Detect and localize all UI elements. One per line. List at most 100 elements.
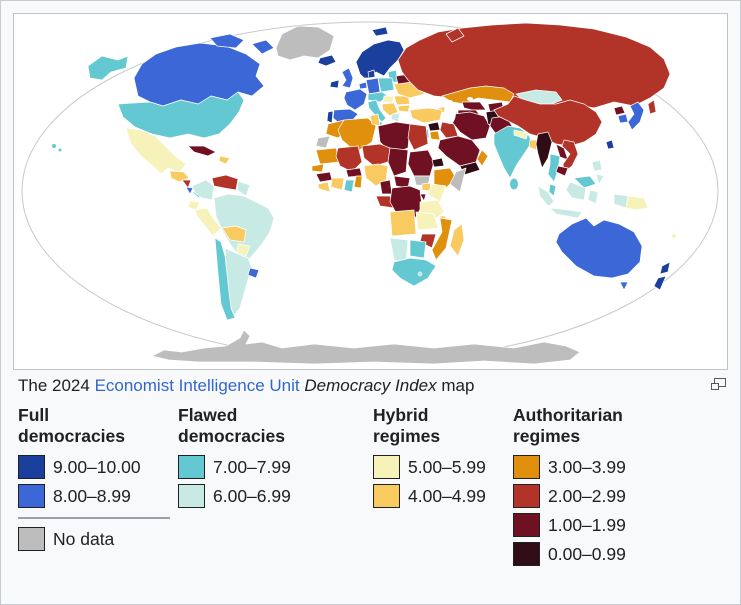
- country-colombia: [191, 179, 215, 201]
- country-myanmar: [535, 131, 553, 169]
- country-fiji: [672, 234, 676, 238]
- country-cameroon: [379, 179, 393, 195]
- color-swatch: [513, 484, 540, 508]
- legend-range: 7.00–7.99: [213, 456, 291, 477]
- country-denmark: [367, 69, 376, 79]
- caspian-sea: [444, 100, 456, 124]
- country-south-africa: [391, 257, 437, 287]
- legend-range: 0.00–0.99: [548, 543, 626, 564]
- country-indonesia-sulawesi: [587, 189, 599, 205]
- country-russia-sakhalin: [647, 99, 657, 115]
- legend-group-title: Authoritarian regimes: [513, 405, 703, 447]
- country-turkey: [409, 107, 443, 124]
- color-swatch: [18, 527, 45, 551]
- legend-group-hybrid-regimes: Hybrid regimes 5.00–5.99 4.00–4.99: [373, 405, 513, 571]
- country-malaysia-peninsula: [548, 183, 557, 197]
- country-lesotho: [417, 271, 423, 277]
- country-peru: [194, 207, 222, 237]
- caption-row: The 2024 Economist Intelligence Unit Dem…: [13, 375, 728, 397]
- color-swatch: [373, 484, 400, 508]
- legend-item: 3.00–3.99: [513, 455, 703, 479]
- legend-group-flawed-democracies: Flawed democracies 7.00–7.99 6.00–6.99: [178, 405, 373, 571]
- legend-group-full-democracies: Full democracies 9.00–10.00 8.00–8.99 No…: [18, 405, 178, 571]
- country-libya: [377, 121, 411, 155]
- country-usa: [117, 91, 245, 139]
- country-philippines: [591, 159, 603, 172]
- country-poland: [377, 77, 395, 93]
- caption-prefix: The 2024: [18, 376, 95, 395]
- country-antarctica: [151, 329, 581, 365]
- legend-group-title: Full democracies: [18, 405, 178, 447]
- legend-range: 3.00–3.99: [548, 456, 626, 477]
- country-canada-baffin: [251, 39, 275, 55]
- country-france: [343, 88, 368, 111]
- black-sea: [412, 98, 432, 108]
- country-kenya: [427, 183, 447, 203]
- legend-range: 2.00–2.99: [548, 485, 626, 506]
- eiu-link[interactable]: Economist Intelligence Unit: [94, 376, 300, 395]
- country-costa-rica: [185, 186, 194, 195]
- color-swatch: [178, 484, 205, 508]
- country-indonesia-kalimantan: [565, 181, 587, 201]
- country-egypt: [407, 123, 429, 151]
- country-svalbard: [371, 26, 389, 37]
- country-usa-hawaii-2: [58, 148, 62, 152]
- country-ireland: [329, 79, 340, 89]
- color-swatch: [18, 455, 45, 479]
- magnify-icon-inner-rect: [711, 383, 719, 390]
- country-oman: [476, 149, 489, 167]
- legend-item: 0.00–0.99: [513, 542, 703, 566]
- country-iceland: [317, 54, 337, 67]
- country-chad: [387, 147, 409, 177]
- color-swatch: [513, 455, 540, 479]
- country-usa-hawaii: [52, 144, 56, 148]
- magnify-icon-outer-rect: [714, 378, 726, 387]
- legend-group-title: Flawed democracies: [178, 405, 373, 447]
- country-australia: [555, 217, 643, 279]
- legend-item: 6.00–6.99: [178, 484, 373, 508]
- legend-range: 4.00–4.99: [408, 485, 486, 506]
- country-syria: [427, 121, 441, 132]
- caption: The 2024 Economist Intelligence Unit Dem…: [18, 375, 711, 397]
- country-cote-divoire: [330, 177, 345, 191]
- legend-item: 8.00–8.99: [18, 484, 178, 508]
- legend-title-line: Full: [18, 405, 50, 425]
- country-guyanas: [236, 180, 251, 197]
- legend-title-line: regimes: [373, 426, 441, 446]
- country-venezuela: [211, 174, 239, 191]
- magnify-icon[interactable]: [711, 378, 726, 390]
- country-russia-novaya-zemlya: [445, 27, 465, 43]
- legend-range: 1.00–1.99: [548, 514, 626, 535]
- country-senegal: [311, 163, 325, 173]
- legend-item: 1.00–1.99: [513, 513, 703, 537]
- country-hispaniola: [218, 155, 231, 165]
- aral-sea: [467, 97, 473, 101]
- country-zimbabwe: [419, 233, 437, 249]
- country-jordan: [429, 130, 441, 141]
- world-map: [21, 21, 719, 365]
- country-china: [493, 95, 603, 147]
- legend-title-line: democracies: [178, 426, 286, 446]
- country-angola: [389, 209, 417, 237]
- color-swatch: [513, 542, 540, 566]
- legend-item: 2.00–2.99: [513, 484, 703, 508]
- legend-separator: [18, 517, 170, 519]
- country-uzbekistan: [461, 101, 487, 111]
- legend-range: 5.00–5.99: [408, 456, 486, 477]
- country-indonesia-java: [549, 207, 583, 219]
- legend-title-line: Flawed: [178, 405, 238, 425]
- country-somalia: [449, 167, 467, 193]
- country-nicaragua: [181, 179, 192, 189]
- country-botswana: [409, 239, 427, 259]
- legend: Full democracies 9.00–10.00 8.00–8.99 No…: [13, 405, 728, 571]
- caption-italic-title: Democracy Index: [304, 376, 437, 395]
- color-swatch: [178, 455, 205, 479]
- country-india: [493, 125, 533, 179]
- country-bangladesh: [528, 139, 539, 151]
- legend-title-line: regimes: [513, 426, 581, 446]
- legend-group-authoritarian-regimes: Authoritarian regimes 3.00–3.99 2.00–2.9…: [513, 405, 703, 571]
- country-italy: [367, 99, 387, 123]
- country-western-sahara: [315, 135, 331, 149]
- legend-range: 6.00–6.99: [213, 485, 291, 506]
